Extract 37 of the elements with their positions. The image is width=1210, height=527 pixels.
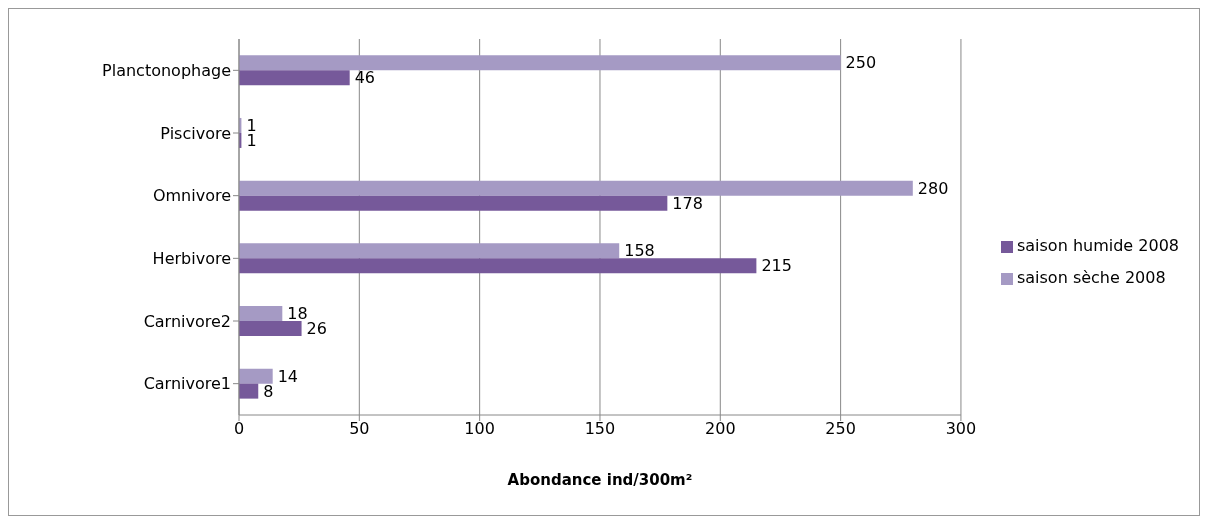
data-label: 46 <box>354 68 376 88</box>
x-axis-title: Abondance ind/300m² <box>507 471 693 489</box>
y-tick-label: Piscivore <box>160 123 231 143</box>
data-label: 26 <box>306 319 327 339</box>
data-label: 14 <box>277 366 299 386</box>
y-tick-label: Omnivore <box>152 186 231 206</box>
data-label: 8 <box>263 381 274 401</box>
x-tick-label: 200 <box>705 419 736 439</box>
y-tick-label: Carnivore2 <box>143 311 231 331</box>
x-tick-label: 250 <box>825 419 856 439</box>
x-tick-label: 150 <box>584 419 616 439</box>
x-tick-label: 300 <box>945 419 977 439</box>
bar <box>239 180 913 196</box>
x-tick-label: 50 <box>349 419 370 439</box>
bar <box>239 195 668 211</box>
data-label: 158 <box>624 241 655 261</box>
bar <box>239 305 283 321</box>
bar <box>239 243 620 259</box>
legend-label: saison sèche 2008 <box>1016 268 1166 287</box>
y-tick-label: Herbivore <box>152 249 231 269</box>
data-label: 1 <box>246 131 257 151</box>
bar <box>239 320 302 336</box>
bar <box>239 368 273 384</box>
data-label: 18 <box>287 304 308 324</box>
data-label: 280 <box>917 178 949 198</box>
x-tick-label: 100 <box>464 419 495 439</box>
y-tick-label: Planctonophage <box>102 61 231 81</box>
bar <box>239 70 350 86</box>
data-label: 250 <box>845 53 877 73</box>
y-tick-label: Carnivore1 <box>143 374 231 394</box>
x-tick-label: 0 <box>233 419 245 439</box>
data-label: 215 <box>761 256 792 276</box>
legend-label: saison humide 2008 <box>1016 236 1179 255</box>
data-label: 178 <box>672 193 703 213</box>
bar <box>239 258 757 274</box>
bar <box>239 383 259 399</box>
bar <box>239 55 841 71</box>
